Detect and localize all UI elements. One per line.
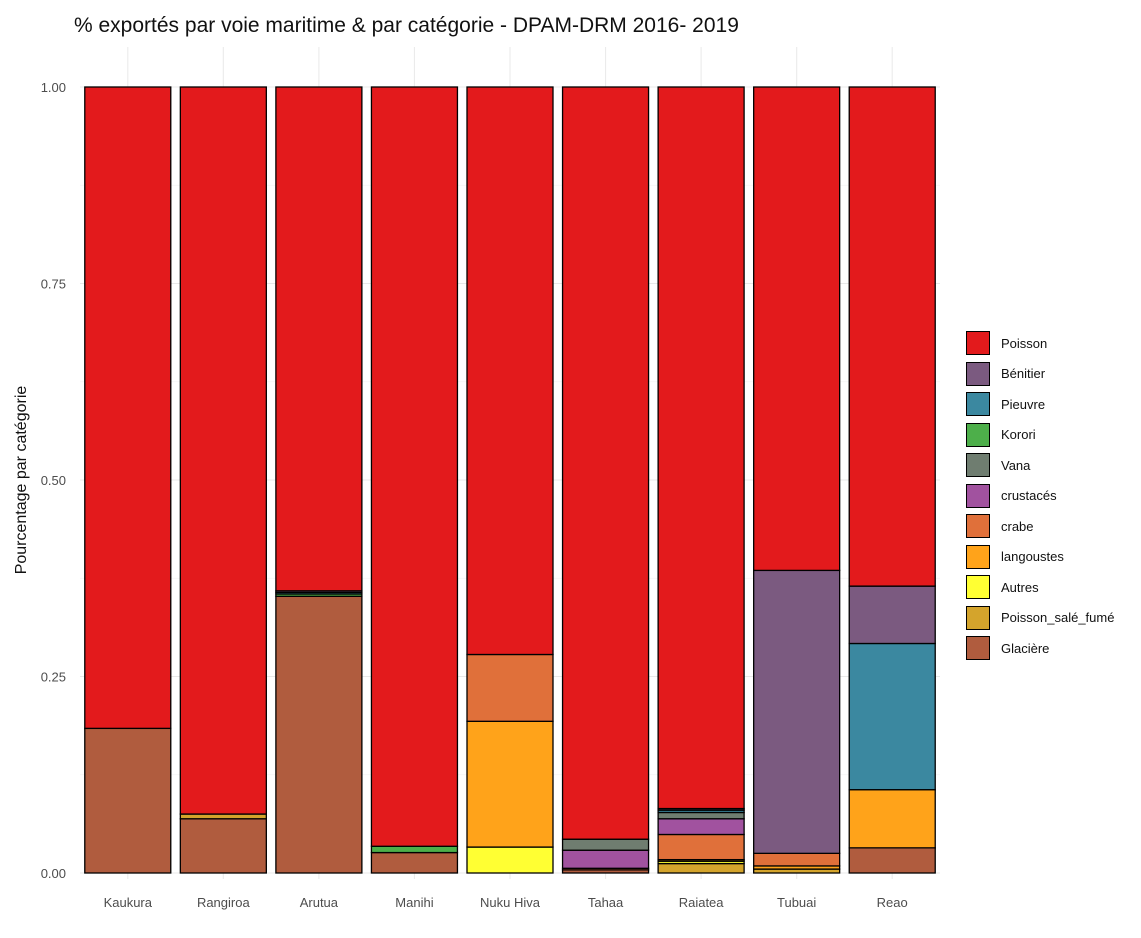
legend-swatch bbox=[966, 575, 990, 600]
legend-swatch bbox=[966, 392, 990, 417]
y-tick-label: 0.75 bbox=[41, 277, 66, 292]
bar-segment: Manihi — Poisson bbox=[370, 86, 459, 847]
legend-swatch bbox=[966, 605, 990, 630]
bar-segment: Reao — Glacière bbox=[848, 847, 936, 874]
y-tick-label: 1.00 bbox=[41, 80, 66, 95]
bar-segment: Nuku Hiva — Autres bbox=[466, 846, 554, 874]
bar-segment: Kaukura — Poisson bbox=[84, 86, 172, 730]
bar-segment: Reao — langoustes bbox=[848, 789, 936, 849]
bar-segment: Kaukura — Glacière bbox=[84, 727, 172, 874]
bar-segment: Manihi — Korori bbox=[370, 845, 459, 854]
legend-item: Poisson bbox=[966, 328, 1114, 359]
legend-swatch bbox=[966, 483, 990, 508]
bar-segment: Reao — Poisson bbox=[848, 86, 936, 587]
bar-segment: Nuku Hiva — Poisson bbox=[466, 86, 554, 656]
bar-segment: Tubuai — Bénitier bbox=[753, 569, 841, 855]
x-tick-label: Manihi bbox=[395, 895, 433, 910]
legend-label: Vana bbox=[1001, 457, 1031, 473]
bar-segment: Reao — Bénitier bbox=[848, 585, 936, 645]
legend-swatch bbox=[966, 422, 990, 447]
legend-item: crabe bbox=[966, 511, 1114, 542]
y-tick-label: 0.25 bbox=[41, 670, 66, 685]
legend-label: langoustes bbox=[1001, 549, 1064, 565]
x-tick-label: Tubuai bbox=[777, 895, 816, 910]
legend-label: crustacés bbox=[1001, 488, 1057, 504]
bar-segment: Reao — Pieuvre bbox=[848, 642, 936, 791]
legend-item: Glacière bbox=[966, 633, 1114, 664]
legend: Poisson Bénitier Pieuvre Korori Vana crustacé… bbox=[966, 328, 1114, 664]
legend-label: crabe bbox=[1001, 518, 1034, 534]
bar-segment: Rangiroa — Glacière bbox=[179, 818, 267, 874]
bar-segment: Rangiroa — Poisson_salé_fumé bbox=[179, 813, 267, 820]
bar-segment: Manihi — Glacière bbox=[370, 851, 459, 874]
legend-label: Poisson bbox=[1001, 335, 1048, 351]
bar-segment: Raiatea — Poisson_salé_fumé bbox=[657, 862, 745, 874]
axes: 0.00 0.25 0.50 0.75 1.00 Kaukura Rangiroa Arutu… bbox=[41, 80, 908, 910]
legend-item: Pieuvre bbox=[966, 389, 1114, 420]
bar-segment: Nuku Hiva — crabe bbox=[466, 653, 554, 722]
legend-item: langoustes bbox=[966, 542, 1114, 573]
bar-segment: Tahaa — Vana bbox=[561, 838, 650, 851]
bar-segment: Rangiroa — Poisson bbox=[179, 86, 267, 815]
legend-swatch bbox=[966, 361, 990, 386]
legend-label: Glacière bbox=[1001, 640, 1050, 656]
plot-area: Kaukura — GlacièreKaukura — PoissonRangi… bbox=[41, 47, 940, 910]
legend-swatch bbox=[966, 453, 990, 478]
legend-item: crustacés bbox=[966, 481, 1114, 512]
bar-segment: Tahaa — crustacés bbox=[561, 849, 650, 869]
x-tick-label: Rangiroa bbox=[197, 895, 251, 910]
legend-item: Vana bbox=[966, 450, 1114, 481]
legend-label: Poisson_salé_fumé bbox=[1001, 610, 1115, 626]
bar-segment: Nuku Hiva — langoustes bbox=[466, 720, 554, 848]
legend-swatch bbox=[966, 331, 990, 356]
legend-item: Korori bbox=[966, 420, 1114, 451]
x-tick-label: Kaukura bbox=[104, 895, 153, 910]
bar-segment: Tahaa — Poisson bbox=[561, 86, 650, 840]
bar-segment: Raiatea — crabe bbox=[657, 833, 745, 861]
x-tick-label: Reao bbox=[877, 895, 908, 910]
legend-item: Bénitier bbox=[966, 359, 1114, 390]
bar-segment: Raiatea — Vana bbox=[657, 811, 745, 820]
y-tick-label: 0.50 bbox=[41, 473, 66, 488]
legend-label: Korori bbox=[1001, 427, 1036, 443]
bar-segment: Tubuai — crabe bbox=[753, 852, 841, 867]
bar-segment: Tubuai — Poisson bbox=[753, 86, 841, 572]
bar-segment: Arutua — Poisson bbox=[275, 86, 363, 592]
bar-segment: Raiatea — Poisson bbox=[657, 86, 745, 810]
legend-item: Poisson_salé_fumé bbox=[966, 603, 1114, 634]
x-tick-label: Nuku Hiva bbox=[480, 895, 541, 910]
x-tick-label: Tahaa bbox=[588, 895, 624, 910]
legend-label: Pieuvre bbox=[1001, 396, 1046, 412]
legend-label: Bénitier bbox=[1001, 366, 1046, 382]
chart-title: % exportés par voie maritime & par catég… bbox=[74, 14, 739, 37]
legend-label: Autres bbox=[1001, 579, 1039, 595]
y-tick-label: 0.00 bbox=[41, 866, 66, 881]
x-tick-label: Raiatea bbox=[679, 895, 725, 910]
bar-segment: Raiatea — crustacés bbox=[657, 818, 745, 836]
x-tick-label: Arutua bbox=[300, 895, 339, 910]
legend-item: Autres bbox=[966, 572, 1114, 603]
bar-segment: Arutua — Glacière bbox=[275, 595, 363, 874]
legend-swatch bbox=[966, 514, 990, 539]
bars: Kaukura — GlacièreKaukura — PoissonRangi… bbox=[84, 86, 936, 874]
legend-swatch bbox=[966, 636, 990, 661]
legend-swatch bbox=[966, 544, 990, 569]
